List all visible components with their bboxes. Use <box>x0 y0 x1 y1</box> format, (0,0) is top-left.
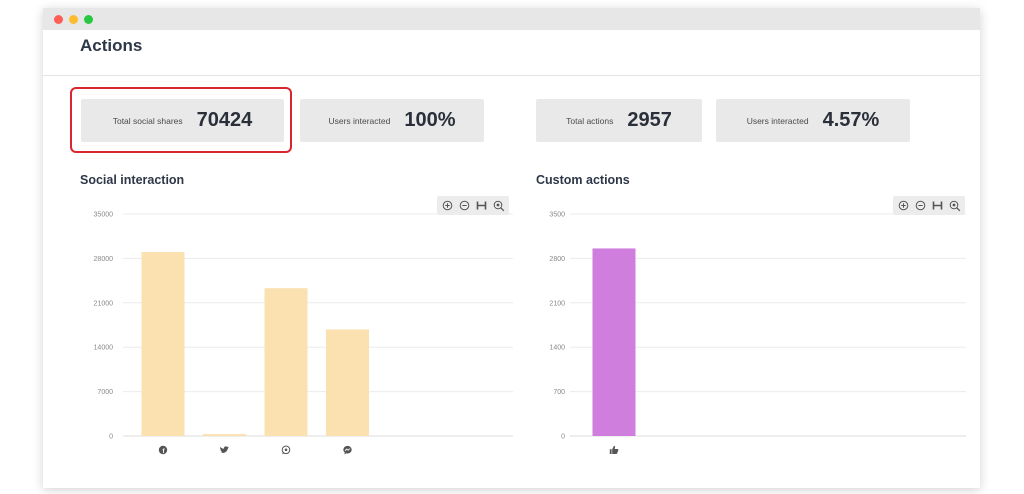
stat-label: Users interacted <box>328 115 391 126</box>
stat-value: 70424 <box>196 109 253 131</box>
social-chart-toolbar <box>437 196 509 215</box>
reset-zoom-icon[interactable] <box>491 198 506 213</box>
page-title: Actions <box>80 36 143 55</box>
zoom-in-icon[interactable] <box>440 198 455 213</box>
header-divider <box>43 75 980 76</box>
thumbs-up-icon <box>609 445 619 454</box>
y-tick-label: 3500 <box>549 212 565 219</box>
stat-card-total-actions: Total actions 2957 <box>536 99 702 142</box>
bar-facebook[interactable] <box>141 252 185 436</box>
zoom-out-icon[interactable] <box>913 198 928 213</box>
window-titlebar <box>43 8 980 30</box>
facebook-icon: f <box>158 445 168 455</box>
y-tick-label: 1400 <box>549 345 565 352</box>
social-interaction-title: Social interaction <box>80 173 185 187</box>
bar-twitter[interactable] <box>203 434 246 436</box>
bar-whatsapp[interactable] <box>264 288 308 436</box>
custom-actions-chart: 0 700 1400 2100 2800 3500 <box>549 212 966 454</box>
stat-card-users-interacted-social: Users interacted 100% <box>300 99 484 142</box>
y-tick-label: 35000 <box>94 212 114 219</box>
bar-messenger[interactable] <box>326 329 369 436</box>
y-tick-label: 700 <box>553 389 565 396</box>
zoom-in-icon[interactable] <box>896 198 911 213</box>
messenger-icon <box>343 445 352 455</box>
pan-icon[interactable] <box>930 198 945 213</box>
twitter-icon <box>220 446 229 453</box>
zoom-out-icon[interactable] <box>457 198 472 213</box>
y-tick-label: 0 <box>561 434 565 441</box>
stat-card-users-interacted-actions: Users interacted 4.57% <box>716 99 910 142</box>
stat-value: 100% <box>404 109 456 131</box>
reset-zoom-icon[interactable] <box>947 198 962 213</box>
custom-actions-title: Custom actions <box>536 173 630 187</box>
social-interaction-chart: 0 7000 14000 21000 28000 35000 f <box>94 212 513 455</box>
y-tick-label: 2100 <box>549 300 565 307</box>
highlight-box <box>70 87 292 153</box>
maximize-window-button[interactable] <box>84 15 93 24</box>
stat-label: Total actions <box>566 115 614 126</box>
y-tick-label: 28000 <box>94 256 114 263</box>
y-tick-label: 14000 <box>94 345 114 352</box>
y-tick-label: 0 <box>109 434 113 441</box>
svg-text:f: f <box>162 448 165 455</box>
whatsapp-icon <box>281 445 291 455</box>
stat-label: Total social shares <box>112 115 183 126</box>
custom-chart-toolbar <box>893 196 965 215</box>
bar-like[interactable] <box>592 248 636 436</box>
minimize-window-button[interactable] <box>69 15 78 24</box>
y-tick-label: 2800 <box>549 256 565 263</box>
y-tick-label: 21000 <box>94 300 114 307</box>
stat-label: Users interacted <box>746 115 809 126</box>
stat-value: 2957 <box>627 109 672 131</box>
y-tick-label: 7000 <box>97 389 113 396</box>
app-window: Actions Total social shares 70424 Users … <box>43 8 980 488</box>
pan-icon[interactable] <box>474 198 489 213</box>
stat-value: 4.57% <box>822 109 880 131</box>
stat-card-total-social-shares: Total social shares 70424 <box>81 99 284 142</box>
close-window-button[interactable] <box>54 15 63 24</box>
